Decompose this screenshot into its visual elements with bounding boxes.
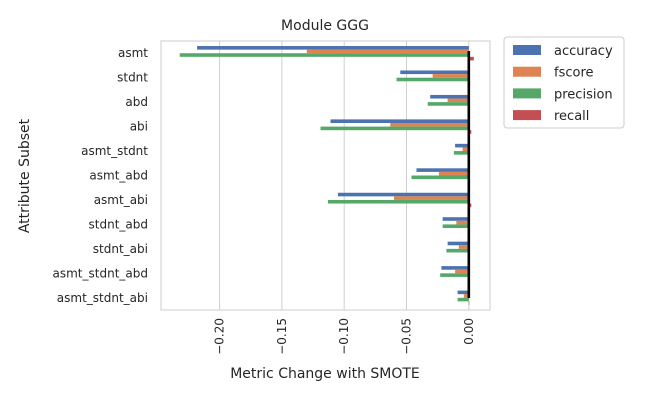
bar-accuracy xyxy=(416,168,469,172)
bar-fscore xyxy=(390,122,469,127)
y-axis-label: Attribute Subset xyxy=(17,118,33,233)
plot-frame xyxy=(160,40,491,311)
x-tick-label: −0.10 xyxy=(337,318,351,355)
y-tick-label: stdnt xyxy=(117,71,148,85)
legend-label-recall: recall xyxy=(554,109,589,124)
bar-accuracy xyxy=(455,143,469,148)
legend-label-fscore: fscore xyxy=(554,66,594,81)
bar-precision xyxy=(179,53,469,57)
bar-accuracy xyxy=(337,192,469,197)
bar-precision xyxy=(320,126,469,131)
bar-fscore xyxy=(462,147,469,152)
bar-precision xyxy=(327,199,469,204)
bar-fscore xyxy=(458,245,469,249)
x-tick-label: 0.00 xyxy=(462,318,476,345)
chart-title: Module GGG xyxy=(281,18,369,34)
bar-fscore xyxy=(438,171,469,176)
bar-fscore xyxy=(306,49,469,54)
bar-precision xyxy=(453,151,469,155)
bar-accuracy xyxy=(330,119,469,123)
bar-recall xyxy=(468,56,474,61)
bar-precision xyxy=(427,102,469,106)
bar-precision xyxy=(442,224,469,229)
bar-accuracy xyxy=(430,94,469,99)
bar-fscore xyxy=(394,196,469,200)
bar-precision xyxy=(446,248,469,253)
bar-precision xyxy=(411,175,469,180)
bar-precision xyxy=(396,77,469,82)
y-tick-label: stdnt_abd xyxy=(89,217,148,231)
x-tick-label: −0.20 xyxy=(213,318,227,355)
legend-swatch-precision xyxy=(513,88,541,99)
bar-precision xyxy=(440,273,469,277)
bar-recall xyxy=(468,301,470,305)
legend: accuracy fscore precision recall xyxy=(503,36,625,129)
legend-swatch-recall xyxy=(513,110,541,121)
y-tick-label: asmt_abd xyxy=(89,169,148,183)
bar-accuracy xyxy=(457,290,469,295)
y-tick-label: asmt_stdnt_abi xyxy=(57,291,148,305)
y-tick-label: abd xyxy=(125,95,148,109)
bar-accuracy xyxy=(400,70,469,75)
x-axis-label: Metric Change with SMOTE xyxy=(230,366,420,382)
x-tick-label: −0.15 xyxy=(275,318,289,355)
legend-box xyxy=(503,36,625,129)
legend-label-precision: precision xyxy=(554,87,613,102)
bar-accuracy xyxy=(442,217,469,221)
bar-precision xyxy=(457,297,469,302)
bar-fscore xyxy=(463,294,469,298)
y-tick-label: asmt_abi xyxy=(94,193,148,207)
y-tick-label: asmt_stdnt xyxy=(81,144,148,158)
bar-accuracy xyxy=(441,266,469,270)
y-tick-label: asmt_stdnt_abd xyxy=(53,266,148,280)
bar-accuracy xyxy=(197,46,469,50)
bar-fscore xyxy=(432,74,469,78)
bar-fscore xyxy=(455,269,469,274)
bar-accuracy xyxy=(447,241,469,246)
y-tick-label: abi xyxy=(130,120,148,134)
bar-fscore xyxy=(447,98,469,103)
legend-swatch-fscore xyxy=(513,66,541,77)
x-tick-label: −0.05 xyxy=(400,318,414,355)
y-tick-label: stdnt_abi xyxy=(93,242,148,256)
legend-label-accuracy: accuracy xyxy=(554,44,613,59)
legend-swatch-accuracy xyxy=(513,45,541,55)
bar-fscore xyxy=(456,220,469,225)
y-tick-label: asmt xyxy=(118,46,148,60)
